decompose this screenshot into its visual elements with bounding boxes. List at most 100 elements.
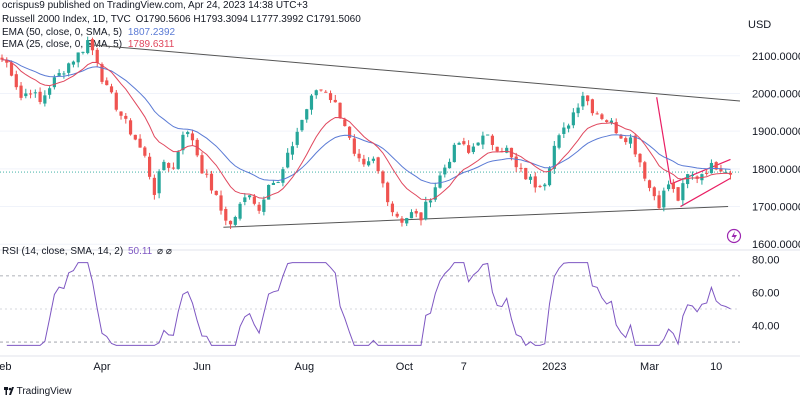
candle-body xyxy=(186,132,190,135)
price-axis: 1600.0000 1700.0000 1800.0000 1900.0000 2000… xyxy=(752,51,800,251)
time-axis: Feb Apr Jun Aug Oct 7 2023 Mar 10 xyxy=(0,355,800,373)
candle-body xyxy=(690,174,694,176)
candle-body xyxy=(57,72,61,76)
rsi-pane: 40.00 60.00 80.00 xyxy=(0,249,800,347)
candle-body xyxy=(347,126,352,138)
pink-wedge-lower xyxy=(680,177,731,208)
candle-body xyxy=(705,172,709,174)
candle-body xyxy=(476,142,480,146)
candle-body xyxy=(76,52,80,63)
price-chart[interactable]: 1600.0000 1700.0000 1800.0000 1900.0000 2000… xyxy=(0,0,800,382)
candle-body xyxy=(600,114,604,119)
candle-body xyxy=(671,183,675,189)
candle-body xyxy=(305,109,309,120)
candle-body xyxy=(200,155,204,174)
rsi-line xyxy=(6,262,731,347)
price-tick-label: 2100.0000 xyxy=(752,51,800,63)
candle-body xyxy=(652,187,656,197)
candle-body xyxy=(566,125,571,129)
candle-body xyxy=(133,134,137,140)
tradingview-logo[interactable]: TradingView xyxy=(4,386,72,397)
time-tick-label: Feb xyxy=(0,361,11,373)
rsi-tick-label: 60.00 xyxy=(752,287,780,299)
candle-body xyxy=(428,200,433,203)
candle-body xyxy=(157,171,161,194)
time-tick-label: 2023 xyxy=(542,361,566,373)
candle-body xyxy=(514,156,518,168)
candle-body xyxy=(481,135,485,145)
candle-body xyxy=(319,89,323,91)
candle-body xyxy=(576,107,580,114)
candle-body xyxy=(228,220,233,225)
candle-body xyxy=(581,95,585,107)
candle-body xyxy=(557,135,561,148)
candle-body xyxy=(467,145,471,153)
candle-body xyxy=(143,147,147,156)
candle-body xyxy=(614,122,618,134)
candle-body xyxy=(390,203,395,213)
candle-body xyxy=(533,176,537,188)
candle-body xyxy=(371,158,375,161)
candle-body xyxy=(638,153,642,163)
candle-body xyxy=(686,174,690,185)
candle-body xyxy=(62,73,66,75)
time-tick-label: Jun xyxy=(193,361,211,373)
candle-body xyxy=(209,173,214,191)
candle-body xyxy=(452,144,456,163)
footer: TradingView xyxy=(0,382,800,400)
candle-body xyxy=(609,120,614,123)
candle-body xyxy=(590,99,594,114)
candle-body xyxy=(281,169,285,183)
candle-body xyxy=(386,182,390,203)
candle-body xyxy=(547,168,552,186)
candles xyxy=(0,36,733,229)
ema50-line xyxy=(1,59,731,184)
candle-body xyxy=(24,93,28,97)
candle-body xyxy=(28,93,33,95)
candle-body xyxy=(19,85,23,98)
symbol-name: Russell 2000 Index, 1D, TVC xyxy=(2,14,131,25)
candle-body xyxy=(666,184,671,190)
candle-body xyxy=(309,95,314,110)
candle-body xyxy=(343,119,347,127)
ema50-label: EMA (50, close, 0, SMA, 5) xyxy=(2,26,123,38)
candle-body xyxy=(190,133,195,141)
candle-body xyxy=(657,195,661,208)
candle-body xyxy=(352,138,356,154)
candle-body xyxy=(238,203,242,219)
candle-body xyxy=(362,158,366,165)
legend-ema50[interactable]: EMA (50, close, 0, SMA, 5) 1807.2392 xyxy=(2,27,361,40)
ema25-label: EMA (25, close, 0, SMA, 5) xyxy=(2,39,123,50)
candle-body xyxy=(224,209,228,221)
time-tick-label: Apr xyxy=(93,361,110,373)
candle-body xyxy=(128,120,133,135)
candle-body xyxy=(52,77,56,88)
time-tick-label: 7 xyxy=(461,361,467,373)
candle-body xyxy=(205,173,209,175)
candle-body xyxy=(490,135,495,145)
candle-body xyxy=(324,91,328,93)
candle-body xyxy=(252,196,256,204)
candle-body xyxy=(262,199,266,212)
candle-body xyxy=(486,134,490,136)
price-tick-label: 1900.0000 xyxy=(752,126,800,138)
price-tick-label: 1600.0000 xyxy=(752,239,800,251)
candle-body xyxy=(367,161,371,166)
candle-body xyxy=(571,112,575,126)
rsi-legend[interactable]: RSI (14, close, SMA, 14, 2) 50.11 ⌀ ⌀ xyxy=(2,246,172,257)
candle-body xyxy=(267,184,271,200)
time-tick-label: Oct xyxy=(396,361,413,373)
candle-body xyxy=(643,162,647,179)
time-tick-label: Mar xyxy=(640,361,659,373)
candle-body xyxy=(524,167,528,180)
candle-body xyxy=(295,131,299,145)
alert-icon[interactable] xyxy=(726,228,742,244)
candle-body xyxy=(433,187,437,200)
candle-body xyxy=(314,90,318,96)
legend-ema25[interactable]: EMA (25, close, 0, SMA, 5) 1789.6311 xyxy=(2,39,361,52)
rsi-extra: ⌀ ⌀ xyxy=(157,246,172,257)
candle-body xyxy=(286,152,290,168)
candle-body xyxy=(247,195,252,198)
time-tick-label: Aug xyxy=(295,361,315,373)
candle-body xyxy=(376,157,380,172)
